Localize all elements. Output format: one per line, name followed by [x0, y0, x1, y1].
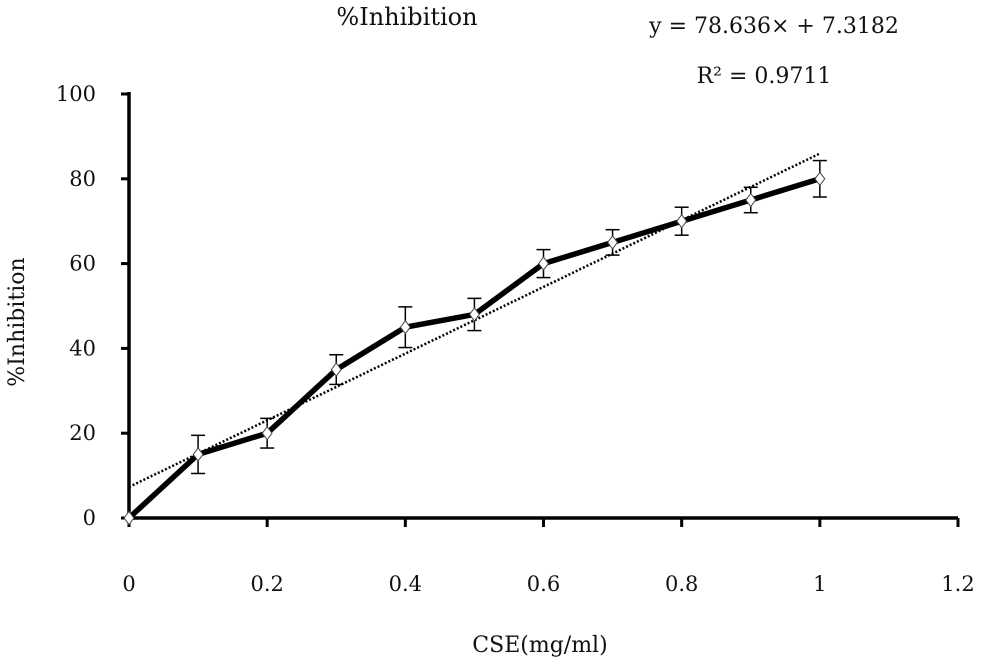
data-point — [607, 235, 619, 250]
data-point — [123, 510, 135, 526]
x-tick-label: 0.6 — [527, 572, 560, 596]
data-point — [676, 213, 688, 229]
y-tick-label: 20 — [69, 421, 96, 445]
tick-labels: 0 20 40 60 80 100 0 0.2 0.4 0.6 0.8 1 1.2 — [56, 82, 975, 596]
data-point — [468, 307, 480, 322]
x-tick-label: 0.8 — [665, 572, 698, 596]
series-line — [127, 176, 821, 521]
y-tick-label: 0 — [83, 506, 96, 530]
chart-title: %Inhibition — [336, 3, 477, 31]
y-tick-label: 60 — [69, 252, 96, 276]
y-tick-label: 40 — [69, 336, 96, 360]
data-point — [814, 171, 826, 187]
x-axis-label: CSE(mg/ml) — [472, 633, 607, 658]
x-tick-label: 0.4 — [389, 572, 422, 596]
x-tick-label: 1 — [813, 572, 826, 596]
data-point — [538, 256, 549, 271]
series-layer — [123, 159, 827, 526]
data-point — [192, 447, 204, 462]
trendline-equation: y = 78.636× + 7.3182 — [648, 14, 899, 39]
y-tick-label: 100 — [56, 82, 96, 106]
y-tick-label: 80 — [69, 167, 96, 191]
data-point — [261, 425, 273, 441]
x-tick-label: 1.2 — [941, 572, 974, 596]
y-axis-label: %Inhibition — [5, 257, 30, 386]
data-point — [399, 319, 411, 335]
data-point — [745, 192, 757, 208]
axes — [121, 92, 960, 527]
data-point — [330, 362, 342, 377]
r-squared-label: R² = 0.9711 — [697, 64, 832, 89]
x-tick-label: 0 — [122, 572, 135, 596]
x-tick-label: 0.2 — [250, 572, 283, 596]
